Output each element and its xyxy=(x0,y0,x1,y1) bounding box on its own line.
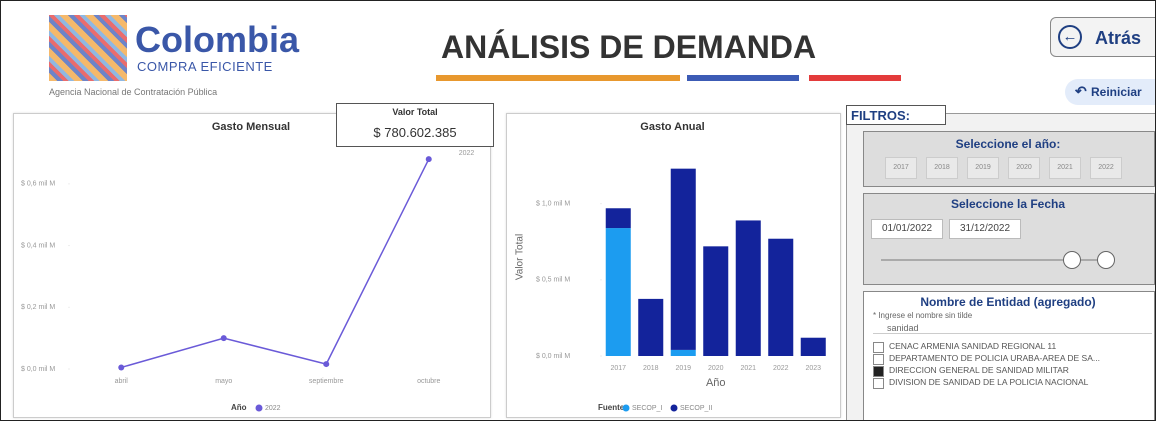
x-tick-label: 2017 xyxy=(610,365,626,372)
reset-icon[interactable]: ↶ xyxy=(1075,83,1087,99)
line-panel xyxy=(13,113,491,418)
entity-search[interactable]: sanidad xyxy=(873,323,1152,334)
bar-chart: Gasto Anual $ 0,0 mil M $ 0,5 mil M $ 1,0 m… xyxy=(515,121,826,412)
year-option[interactable]: 2018 xyxy=(926,157,958,179)
brand-sub: COMPRA EFICIENTE xyxy=(137,59,273,74)
date-title: Seleccione la Fecha xyxy=(950,197,1066,211)
bar-segment xyxy=(605,228,631,356)
y-tick-label: $ 0,5 mil M xyxy=(536,277,570,284)
y-tick-label: $ 0,4 mil M xyxy=(21,242,55,249)
legend-label: SECOP_I xyxy=(632,405,662,412)
x-tick-label: octubre xyxy=(417,378,440,385)
point xyxy=(425,156,432,163)
kpi-label: Valor Total xyxy=(392,107,438,117)
bar-segment xyxy=(670,168,696,350)
legend-title: Año xyxy=(231,403,247,412)
year-option[interactable]: 2021 xyxy=(1049,157,1081,179)
date-from[interactable]: 01/01/2022 xyxy=(871,219,943,239)
back-icon[interactable]: ← xyxy=(1058,25,1082,49)
filters-title: FILTROS: xyxy=(846,105,946,125)
entity-checkbox[interactable] xyxy=(873,342,884,353)
accent-bar xyxy=(687,75,799,81)
entity-option[interactable]: DIVISION DE SANIDAD DE LA POLICIA NACION… xyxy=(889,377,1089,387)
bar-segment xyxy=(703,246,729,356)
point xyxy=(323,361,330,368)
line-chart: Gasto Mensual $ 0,0 mil M $ 0,2 mil M $ 0,4… xyxy=(21,121,475,412)
entity-option[interactable]: DEPARTAMENTO DE POLICIA URABA-AREA DE SA… xyxy=(889,353,1100,363)
entity-checkbox[interactable] xyxy=(873,366,884,377)
bar-segment xyxy=(638,298,664,356)
year-option[interactable]: 2019 xyxy=(967,157,999,179)
bar-segment xyxy=(735,220,761,356)
x-tick-label: septiembre xyxy=(309,378,344,385)
x-tick-label: 2018 xyxy=(643,365,659,372)
y-tick-label: $ 0,0 mil M xyxy=(21,366,55,373)
year-option[interactable]: 2022 xyxy=(1090,157,1122,179)
accent-bar xyxy=(809,75,901,81)
bar-segment xyxy=(605,208,631,229)
entity-checkbox[interactable] xyxy=(873,378,884,389)
year-list: 2017 2018 2019 2020 2021 2022 xyxy=(885,157,1145,179)
y-tick-label: $ 1,0 mil M xyxy=(536,201,570,208)
bar-segment xyxy=(800,337,826,356)
x-tick-label: 2020 xyxy=(708,365,724,372)
kpi-card: Valor Total $ 780.602.385 xyxy=(336,103,494,147)
x-tick-label: 2021 xyxy=(740,365,756,372)
line xyxy=(121,158,430,369)
x-tick-label: 2023 xyxy=(805,365,821,372)
y-tick-label: $ 0,2 mil M xyxy=(21,304,55,311)
legend-title: Fuente xyxy=(598,403,625,412)
entity-option[interactable]: DIRECCION GENERAL DE SANIDAD MILITAR xyxy=(889,365,1069,375)
date-slicer xyxy=(863,193,1155,285)
x-axis-label: Año xyxy=(706,377,726,389)
agency: Agencia Nacional de Contratación Pública xyxy=(49,87,218,97)
year-option[interactable]: 2017 xyxy=(885,157,917,179)
point xyxy=(220,335,227,342)
reset-button[interactable]: Reiniciar xyxy=(1065,79,1155,105)
entity-checkbox[interactable] xyxy=(873,354,884,365)
logo xyxy=(49,15,127,81)
x-tick-label: abril xyxy=(115,378,129,385)
year-option[interactable]: 2020 xyxy=(1008,157,1040,179)
year-title: Seleccione el año: xyxy=(955,137,1061,151)
y-tick-label: $ 0,6 mil M xyxy=(21,181,55,188)
bar-segment xyxy=(670,349,696,356)
date-track xyxy=(881,259,1106,261)
date-handle[interactable] xyxy=(1063,251,1081,269)
chart-title: Gasto Mensual xyxy=(212,121,290,133)
entity-title: Nombre de Entidad (agregado) xyxy=(920,295,1096,309)
date-to[interactable]: 31/12/2022 xyxy=(949,219,1021,239)
entity-slicer xyxy=(863,291,1155,420)
point xyxy=(118,364,125,371)
chart-title: Gasto Anual xyxy=(640,121,704,133)
x-tick-label: mayo xyxy=(215,378,232,385)
kpi-value: $ 780.602.385 xyxy=(373,125,457,140)
legend-swatch xyxy=(255,404,263,412)
bar-segment xyxy=(768,238,794,356)
legend-label: 2022 xyxy=(265,405,281,412)
page-title: ANÁLISIS DE DEMANDA xyxy=(441,29,817,65)
x-tick-label: 2019 xyxy=(675,365,691,372)
y-axis-label: Valor Total xyxy=(515,234,526,280)
accent-bar xyxy=(436,75,680,81)
legend-swatch xyxy=(670,404,678,412)
date-handle[interactable] xyxy=(1097,251,1115,269)
y-tick-label: $ 0,0 mil M xyxy=(536,353,570,360)
entity-hint: * Ingrese el nombre sin tilde xyxy=(873,311,973,320)
legend-label: SECOP_II xyxy=(680,405,712,412)
end-label: 2022 xyxy=(459,150,475,157)
x-tick-label: 2022 xyxy=(773,365,789,372)
legend-swatch xyxy=(622,404,630,412)
entity-option[interactable]: CENAC ARMENIA SANIDAD REGIONAL 11 xyxy=(889,341,1057,351)
brand: Colombia xyxy=(135,19,300,60)
